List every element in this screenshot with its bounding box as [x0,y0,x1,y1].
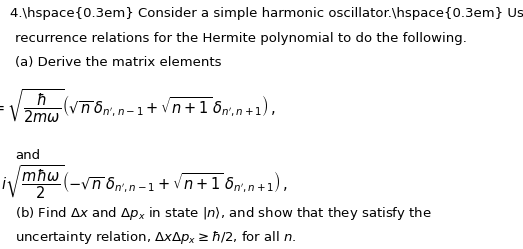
Text: and: and [15,149,40,162]
Text: recurrence relations for the Hermite polynomial to do the following.: recurrence relations for the Hermite pol… [15,32,467,45]
Text: $\langle n'|x|n\rangle = \sqrt{\dfrac{\hbar}{2m\omega}}\left(\sqrt{n}\,\delta_{n: $\langle n'|x|n\rangle = \sqrt{\dfrac{\h… [0,88,276,125]
Text: (a) Derive the matrix elements: (a) Derive the matrix elements [15,56,222,69]
Text: uncertainty relation, $\Delta x \Delta p_x \geq \hbar/2$, for all $n$.: uncertainty relation, $\Delta x \Delta p… [15,229,297,246]
Text: (b) Find $\Delta x$ and $\Delta p_x$ in state $|n\rangle$, and show that they sa: (b) Find $\Delta x$ and $\Delta p_x$ in … [15,205,432,222]
Text: 4.\hspace{0.3em} Consider a simple harmonic oscillator.\hspace{0.3em} Use the or: 4.\hspace{0.3em} Consider a simple harmo… [9,7,523,20]
Text: $\langle n'|\hat{p}_x|n\rangle = i\sqrt{\dfrac{m\hbar\omega}{2}}\left(-\sqrt{n}\: $\langle n'|\hat{p}_x|n\rangle = i\sqrt{… [0,164,288,201]
